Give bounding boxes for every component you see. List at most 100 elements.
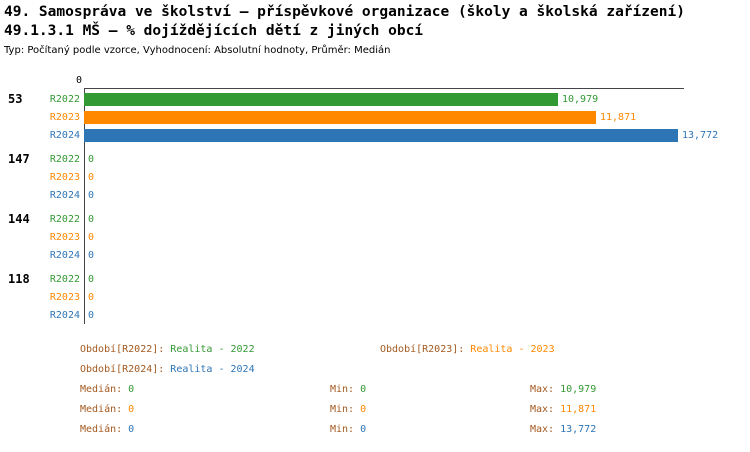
stat-min: Min: 0 xyxy=(330,424,530,435)
stat-value: 10,979 xyxy=(560,384,597,395)
category-label: 144 xyxy=(8,212,30,226)
bar-row: 147 R2022 0 xyxy=(0,150,750,168)
bar-r2023 xyxy=(84,110,596,124)
bar-track: 0 xyxy=(84,290,750,304)
bar-row: R2023 0 xyxy=(0,228,750,246)
bar-value-label: 0 xyxy=(88,309,95,321)
bar-row: 53 R2022 10,979 xyxy=(0,90,750,108)
series-label: R2023 xyxy=(49,291,80,303)
legend-row: Období[R2024]: Realita - 2024 xyxy=(80,364,745,384)
axis-top-line xyxy=(84,88,684,89)
bar-track: 13,772 xyxy=(84,128,750,142)
stat-value: 0 xyxy=(360,424,367,435)
chart-plot-area: 53 R2022 10,979 R2023 11,871 R2024 13,772 147 R2… xyxy=(0,90,750,330)
series-label: R2022 xyxy=(49,213,80,225)
series-label: R2023 xyxy=(49,111,80,123)
bar-value-label: 0 xyxy=(88,273,95,285)
bar-track: 10,979 xyxy=(84,92,750,106)
stat-value: 13,772 xyxy=(560,424,597,435)
indicator-title: 49.1.3.1 MŠ – % dojíždějících dětí z jin… xyxy=(4,23,424,39)
bar-r2022 xyxy=(84,92,558,106)
stat-median: Medián: 0 xyxy=(80,424,330,435)
bar-value-label: 0 xyxy=(88,171,95,183)
bar-row: 144 R2022 0 xyxy=(0,210,750,228)
stat-value: 0 xyxy=(360,404,367,415)
stat-label: Min: xyxy=(330,424,355,435)
stats-row-r2023: Medián: 0 Min: 0 Max: 11,871 xyxy=(80,404,745,424)
series-label: R2024 xyxy=(49,129,80,141)
bar-chart: 0 53 R2022 10,979 R2023 11,871 R2024 13,772 147… xyxy=(0,74,750,336)
stat-label: Medián: xyxy=(80,404,123,415)
bar-row: R2023 0 xyxy=(0,168,750,186)
bar-row: R2024 0 xyxy=(0,246,750,264)
bar-value-label: 0 xyxy=(88,189,95,201)
bar-track: 0 xyxy=(84,152,750,166)
bar-value-label: 10,979 xyxy=(562,93,599,105)
legend-prefix: Období[R2022]: xyxy=(80,344,165,355)
series-label: R2024 xyxy=(49,309,80,321)
bar-track: 0 xyxy=(84,308,750,322)
bar-row: R2024 0 xyxy=(0,306,750,324)
legend-prefix: Období[R2024]: xyxy=(80,364,165,375)
series-label: R2023 xyxy=(49,171,80,183)
stat-min: Min: 0 xyxy=(330,384,530,395)
chart-group: 147 R2022 0 R2023 0 R2024 0 xyxy=(0,150,750,204)
bar-track: 0 xyxy=(84,212,750,226)
axis-vertical-line xyxy=(84,88,85,324)
legend-text: Realita - 2024 xyxy=(170,364,255,375)
bar-value-label: 0 xyxy=(88,249,95,261)
stat-label: Medián: xyxy=(80,384,123,395)
chart-meta: Typ: Počítaný podle vzorce, Vyhodnocení:… xyxy=(4,45,391,56)
chart-group: 53 R2022 10,979 R2023 11,871 R2024 13,772 xyxy=(0,90,750,144)
category-label: 118 xyxy=(8,272,30,286)
stat-label: Min: xyxy=(330,384,355,395)
bar-r2024 xyxy=(84,128,678,142)
stat-max: Max: 13,772 xyxy=(530,424,745,435)
stat-label: Max: xyxy=(530,404,555,415)
series-label: R2022 xyxy=(49,273,80,285)
category-label: 147 xyxy=(8,152,30,166)
bar-row: 118 R2022 0 xyxy=(0,270,750,288)
chart-group: 118 R2022 0 R2023 0 R2024 0 xyxy=(0,270,750,324)
bar-track: 0 xyxy=(84,188,750,202)
stat-median: Medián: 0 xyxy=(80,404,330,415)
stat-label: Medián: xyxy=(80,424,123,435)
stat-label: Max: xyxy=(530,384,555,395)
bar-row: R2024 0 xyxy=(0,186,750,204)
series-label: R2024 xyxy=(49,249,80,261)
legend-row: Období[R2022]: Realita - 2022 Období[R202… xyxy=(80,344,745,364)
bar-value-label: 13,772 xyxy=(682,129,719,141)
stat-value: 0 xyxy=(360,384,367,395)
bar-track: 0 xyxy=(84,170,750,184)
legend-item-r2022: Období[R2022]: Realita - 2022 xyxy=(80,344,380,355)
stat-label: Max: xyxy=(530,424,555,435)
bar-value-label: 0 xyxy=(88,213,95,225)
series-label: R2022 xyxy=(49,93,80,105)
series-label: R2023 xyxy=(49,231,80,243)
stat-min: Min: 0 xyxy=(330,404,530,415)
series-label: R2022 xyxy=(49,153,80,165)
bar-track: 11,871 xyxy=(84,110,750,124)
bar-row: R2023 0 xyxy=(0,288,750,306)
stat-value: 11,871 xyxy=(560,404,597,415)
bar-row: R2024 13,772 xyxy=(0,126,750,144)
stat-value: 0 xyxy=(128,424,135,435)
legend-item-r2023: Období[R2023]: Realita - 2023 xyxy=(380,344,745,355)
stat-value: 0 xyxy=(128,384,135,395)
bar-value-label: 0 xyxy=(88,153,95,165)
stat-max: Max: 10,979 xyxy=(530,384,745,395)
stat-max: Max: 11,871 xyxy=(530,404,745,415)
bar-track: 0 xyxy=(84,272,750,286)
stat-median: Medián: 0 xyxy=(80,384,330,395)
legend-text: Realita - 2023 xyxy=(470,344,555,355)
stats-row-r2024: Medián: 0 Min: 0 Max: 13,772 xyxy=(80,424,745,444)
legend-prefix: Období[R2023]: xyxy=(380,344,465,355)
stats-row-r2022: Medián: 0 Min: 0 Max: 10,979 xyxy=(80,384,745,404)
bar-row: R2023 11,871 xyxy=(0,108,750,126)
category-label: 53 xyxy=(8,92,23,106)
stat-label: Min: xyxy=(330,404,355,415)
series-label: R2024 xyxy=(49,189,80,201)
bar-value-label: 0 xyxy=(88,291,95,303)
bar-value-label: 0 xyxy=(88,231,95,243)
